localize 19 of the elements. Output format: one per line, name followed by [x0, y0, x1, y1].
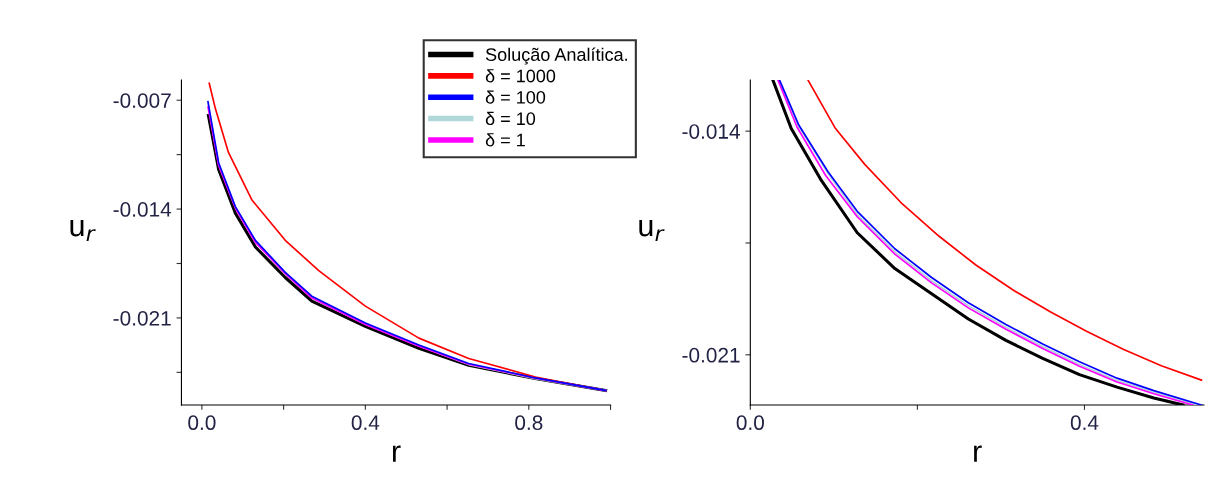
y-tick-label: -0.014: [682, 124, 740, 139]
legend-label: δ = 1000: [485, 69, 556, 83]
legend-label: δ = 1: [485, 133, 525, 147]
x-axis-title: r: [392, 445, 401, 462]
x-tick-label: 0.4: [351, 415, 380, 431]
y-axis-title: u$_{r}$: [639, 219, 665, 242]
x-axis-title: r: [974, 445, 982, 462]
y-tick-label: -0.021: [682, 347, 740, 363]
x-tick-label: 0.4: [1070, 415, 1099, 431]
legend-label: δ = 10: [485, 111, 536, 126]
x-tick-label: 0.0: [188, 415, 216, 431]
x-tick-label: 0.0: [736, 415, 764, 431]
y-axis-title: u$_{r}$: [70, 219, 96, 242]
y-tick-label: -0.021: [113, 310, 171, 326]
legend-label: Solução Analítica.: [485, 47, 627, 65]
x-tick-label: 0.8: [515, 415, 543, 431]
legend-label: δ = 100: [485, 90, 546, 104]
y-tick-label: -0.007: [113, 93, 171, 108]
y-tick-label: -0.014: [113, 202, 172, 217]
